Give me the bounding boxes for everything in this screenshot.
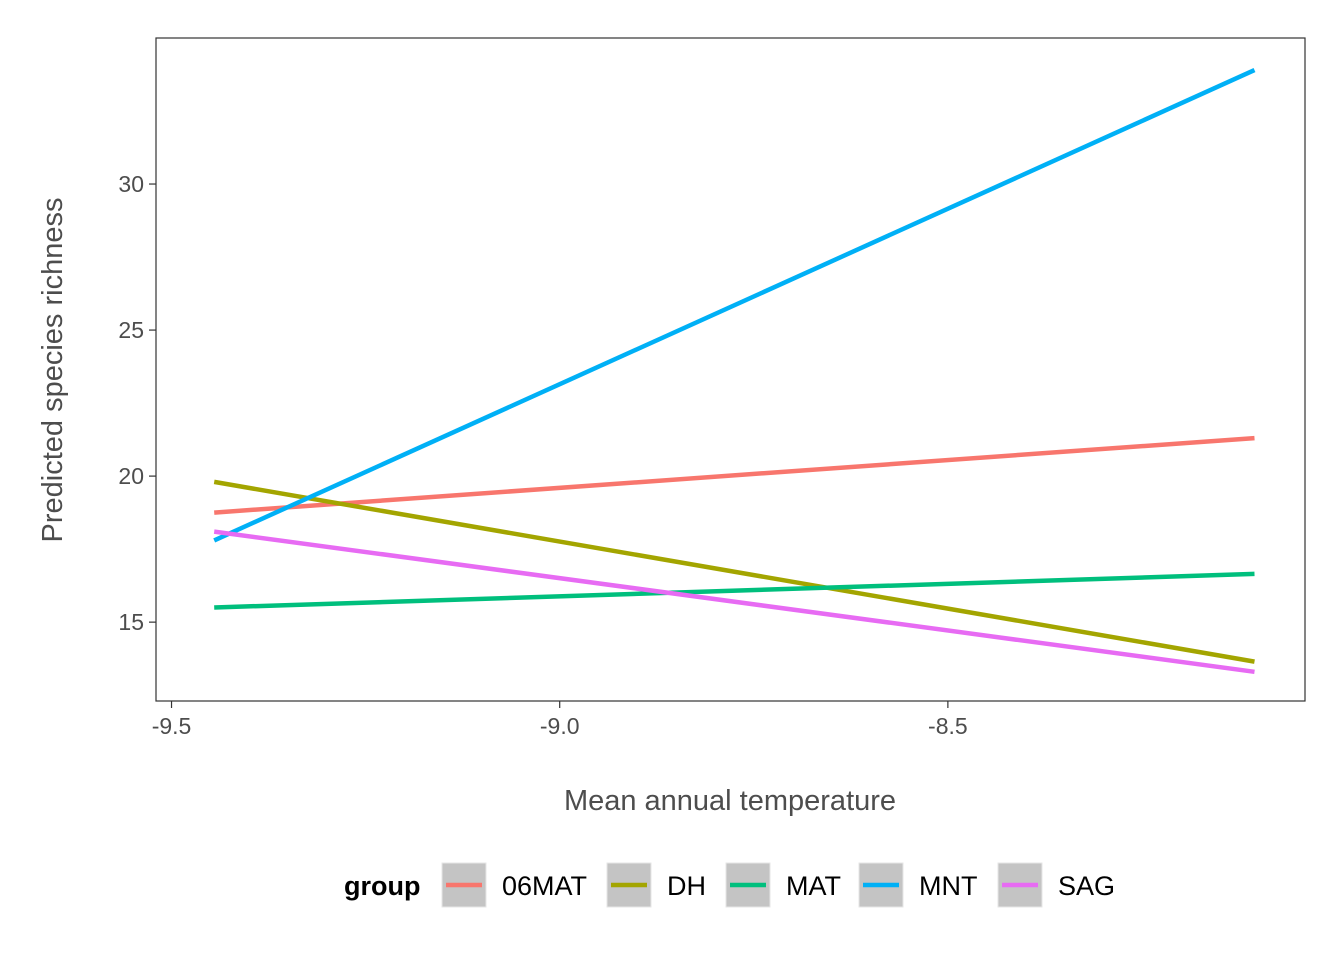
x-tick-label: -8.5 xyxy=(928,713,968,739)
x-tick-label: -9.5 xyxy=(152,713,192,739)
panel-border xyxy=(155,37,1306,702)
series-line-sag xyxy=(213,529,1255,675)
y-axis-title: Predicted species richness xyxy=(37,198,69,543)
x-axis-title: Mean annual temperature xyxy=(564,785,896,817)
legend-label-mnt: MNT xyxy=(919,871,977,901)
legend-title: group xyxy=(344,871,420,901)
legend: group 06MAT DH MAT MNT SAG xyxy=(344,862,1115,908)
series-line-mat xyxy=(214,571,1255,610)
series-line-06mat xyxy=(214,435,1255,515)
legend-label-mat: MAT xyxy=(786,871,841,901)
y-tick-label: 25 xyxy=(118,317,144,343)
y-tick-label: 30 xyxy=(118,171,144,197)
legend-label-dh: DH xyxy=(667,871,706,901)
y-tick-label: 20 xyxy=(118,463,144,489)
series-lines xyxy=(213,68,1256,675)
x-tick-label: -9.0 xyxy=(540,713,580,739)
series-line-mnt xyxy=(213,68,1256,543)
y-tick-label: 15 xyxy=(118,609,144,635)
legend-label-sag: SAG xyxy=(1058,871,1115,901)
legend-label-06mat: 06MAT xyxy=(502,871,587,901)
series-line-dh xyxy=(213,479,1255,664)
axes: -9.5 -9.0 -8.5 15 20 25 30 xyxy=(118,171,967,739)
